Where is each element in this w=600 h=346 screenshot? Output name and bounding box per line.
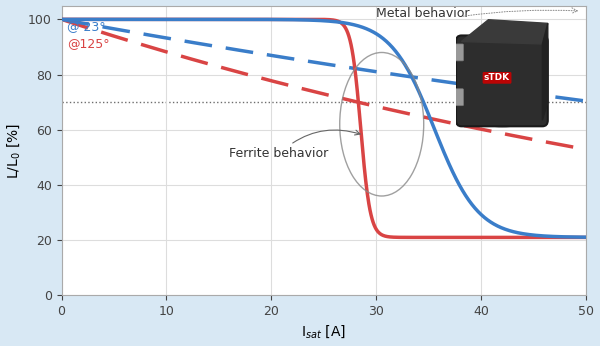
- Text: @ 23°: @ 23°: [67, 20, 106, 34]
- Polygon shape: [542, 24, 548, 120]
- X-axis label: I$_{sat}$ [A]: I$_{sat}$ [A]: [301, 324, 347, 340]
- Y-axis label: L/L$_0$ [%]: L/L$_0$ [%]: [5, 122, 22, 179]
- FancyBboxPatch shape: [453, 89, 464, 106]
- FancyBboxPatch shape: [456, 36, 548, 126]
- Text: @125°: @125°: [67, 37, 109, 50]
- Polygon shape: [461, 20, 548, 44]
- FancyBboxPatch shape: [453, 44, 464, 61]
- Text: sTDK: sTDK: [484, 73, 510, 82]
- Text: Metal behavior: Metal behavior: [376, 7, 470, 20]
- Text: Ferrite behavior: Ferrite behavior: [229, 130, 360, 160]
